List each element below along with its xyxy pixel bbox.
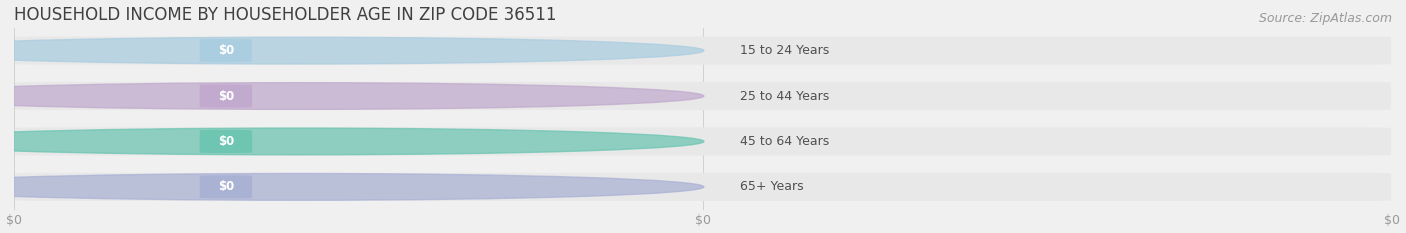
Text: 15 to 24 Years: 15 to 24 Years xyxy=(740,44,830,57)
Text: 25 to 44 Years: 25 to 44 Years xyxy=(740,89,830,103)
Circle shape xyxy=(0,174,704,200)
Text: 65+ Years: 65+ Years xyxy=(740,180,804,193)
FancyBboxPatch shape xyxy=(15,127,1391,156)
Circle shape xyxy=(0,37,704,64)
FancyBboxPatch shape xyxy=(200,85,252,108)
FancyBboxPatch shape xyxy=(200,175,252,199)
Text: $0: $0 xyxy=(218,89,233,103)
Text: Source: ZipAtlas.com: Source: ZipAtlas.com xyxy=(1258,12,1392,25)
Circle shape xyxy=(0,83,704,110)
FancyBboxPatch shape xyxy=(15,173,1391,201)
Text: 45 to 64 Years: 45 to 64 Years xyxy=(740,135,830,148)
FancyBboxPatch shape xyxy=(200,39,252,62)
Text: $0: $0 xyxy=(218,135,233,148)
Text: HOUSEHOLD INCOME BY HOUSEHOLDER AGE IN ZIP CODE 36511: HOUSEHOLD INCOME BY HOUSEHOLDER AGE IN Z… xyxy=(14,6,555,24)
Text: $0: $0 xyxy=(218,44,233,57)
FancyBboxPatch shape xyxy=(15,82,1391,110)
Circle shape xyxy=(0,128,704,155)
Text: $0: $0 xyxy=(218,180,233,193)
FancyBboxPatch shape xyxy=(15,37,1391,65)
FancyBboxPatch shape xyxy=(200,130,252,153)
